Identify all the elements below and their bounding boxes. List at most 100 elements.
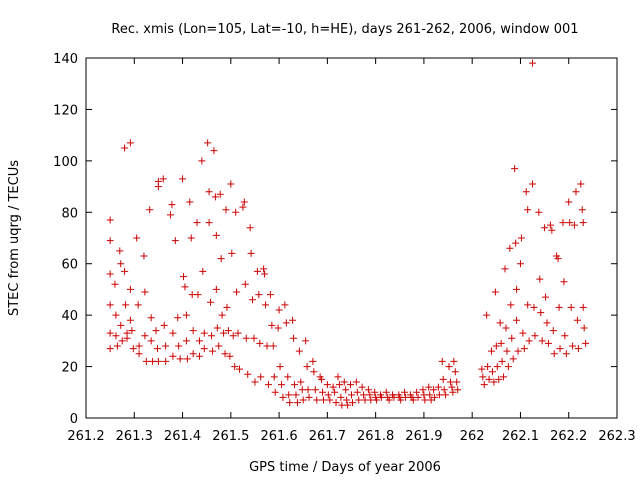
data-point [199, 267, 207, 275]
data-point [113, 342, 121, 350]
x-tick-label: 262.2 [550, 429, 587, 444]
data-point [112, 311, 120, 319]
data-point [242, 334, 250, 342]
data-point [176, 355, 184, 363]
data-point [504, 363, 512, 371]
data-point [195, 352, 203, 360]
data-point [323, 381, 331, 389]
data-point [268, 321, 276, 329]
data-point [234, 329, 242, 337]
data-point [342, 386, 350, 394]
data-point [409, 396, 417, 404]
data-point [567, 303, 575, 311]
data-point [559, 219, 567, 227]
data-point [421, 396, 429, 404]
data-point [366, 391, 374, 399]
data-point [251, 378, 259, 386]
data-point [309, 357, 317, 365]
data-point [525, 337, 533, 345]
data-point [430, 386, 438, 394]
data-point [488, 368, 496, 376]
data-point [126, 139, 134, 147]
data-point [569, 342, 577, 350]
data-point [168, 201, 176, 209]
data-point [169, 352, 177, 360]
data-point [212, 285, 220, 293]
data-point [329, 383, 337, 391]
data-point [506, 244, 514, 252]
data-point [147, 337, 155, 345]
data-point [122, 301, 130, 309]
data-point [574, 345, 582, 353]
data-point [233, 288, 241, 296]
plot-frame [85, 57, 618, 419]
data-point [141, 288, 149, 296]
data-point [154, 357, 162, 365]
data-point [128, 327, 136, 335]
data-point [492, 342, 500, 350]
x-tick-label: 261.6 [260, 429, 297, 444]
data-point [106, 270, 114, 278]
data-point [264, 381, 272, 389]
data-point [373, 396, 381, 404]
x-tick-label: 261.5 [212, 429, 249, 444]
data-point [257, 373, 265, 381]
data-point [247, 249, 255, 257]
data-point [135, 350, 143, 358]
data-point [347, 381, 355, 389]
data-point [305, 393, 313, 401]
data-point [560, 278, 568, 286]
data-point [353, 388, 361, 396]
data-point [496, 319, 504, 327]
data-point [440, 386, 448, 394]
y-tick-label: 60 [61, 258, 78, 273]
data-point [513, 285, 521, 293]
data-point [334, 373, 342, 381]
data-point [536, 275, 544, 283]
data-point [289, 316, 297, 324]
data-point [216, 190, 224, 198]
data-point [260, 265, 268, 273]
x-tick-label: 261.2 [67, 429, 104, 444]
data-point [152, 327, 160, 335]
x-tick-label: 261.8 [357, 429, 394, 444]
x-tick-label: 261.3 [116, 429, 153, 444]
data-point [511, 165, 519, 173]
data-point [555, 303, 563, 311]
x-tick-label: 262.1 [502, 429, 539, 444]
data-point [253, 267, 261, 275]
data-point [517, 234, 525, 242]
data-point [250, 334, 258, 342]
data-point [261, 270, 269, 278]
data-point [337, 393, 345, 401]
data-point [255, 291, 263, 299]
data-point [220, 329, 228, 337]
data-point [262, 301, 270, 309]
data-point [256, 339, 264, 347]
data-point [147, 314, 155, 322]
data-point [514, 347, 522, 355]
data-point [134, 301, 142, 309]
data-point [228, 249, 236, 257]
data-point [271, 388, 279, 396]
data-point [348, 399, 356, 407]
data-point [364, 386, 372, 394]
data-point [439, 375, 447, 383]
data-point [293, 399, 301, 407]
data-point [451, 368, 459, 376]
data-point [438, 357, 446, 365]
data-point [249, 296, 257, 304]
data-point [246, 224, 254, 232]
data-point [282, 319, 290, 327]
data-point [507, 301, 515, 309]
data-point [324, 391, 332, 399]
data-point [478, 365, 486, 373]
data-point [355, 396, 363, 404]
data-point [210, 147, 218, 155]
data-point [263, 342, 271, 350]
data-point [352, 378, 360, 386]
data-point [198, 157, 206, 165]
data-points [106, 59, 590, 409]
data-point [227, 180, 235, 188]
